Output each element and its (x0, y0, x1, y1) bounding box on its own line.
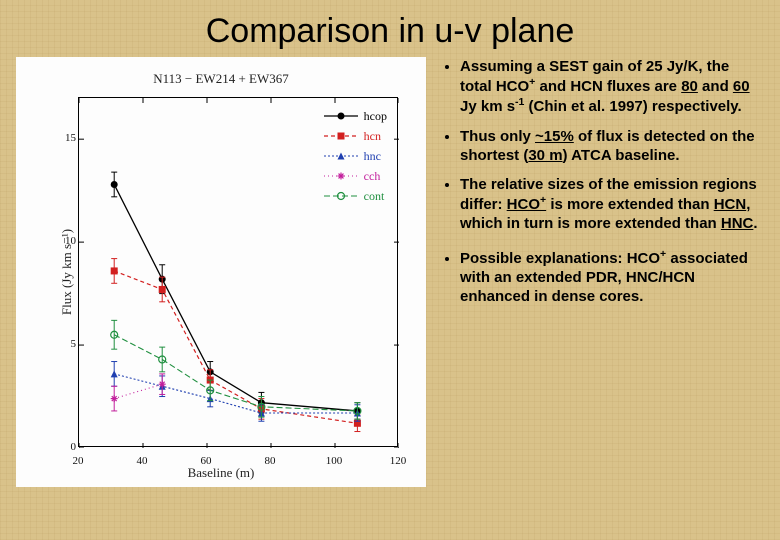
legend-row-hcn: hcn (324, 126, 387, 146)
slide: Comparison in u-v plane N113 − EW214 + E… (0, 0, 780, 540)
bullets-panel: Assuming a SEST gain of 25 Jy/K, the tot… (438, 57, 764, 487)
bullet-list: Assuming a SEST gain of 25 Jy/K, the tot… (438, 57, 764, 306)
slide-title: Comparison in u-v plane (0, 0, 780, 57)
legend-row-cont: cont (324, 186, 387, 206)
legend-label-hcop: hcop (364, 109, 387, 124)
legend-row-cch: cch (324, 166, 387, 186)
legend-marker-hcop (324, 110, 358, 122)
xtick-label: 120 (390, 455, 407, 467)
legend-marker-cont (324, 190, 358, 202)
xtick-label: 80 (265, 455, 276, 467)
xtick-label: 20 (73, 455, 84, 467)
legend-label-hnc: hnc (364, 149, 381, 164)
xtick-label: 60 (201, 455, 212, 467)
chart-legend: hcop hcn hnc cch cont (324, 106, 387, 206)
ytick-label: 15 (58, 132, 76, 144)
chart-panel: N113 − EW214 + EW367 Flux (Jy km s⁻¹) Ba… (16, 57, 426, 487)
bullet-item: Assuming a SEST gain of 25 Jy/K, the tot… (460, 57, 764, 117)
content-row: N113 − EW214 + EW367 Flux (Jy km s⁻¹) Ba… (0, 57, 780, 487)
legend-marker-cch (324, 170, 358, 182)
ytick-label: 0 (58, 441, 76, 453)
legend-row-hcop: hcop (324, 106, 387, 126)
legend-marker-hnc (324, 150, 358, 162)
ytick-label: 5 (58, 338, 76, 350)
legend-label-cch: cch (364, 169, 381, 184)
chart-xlabel: Baseline (m) (16, 465, 426, 481)
legend-label-cont: cont (364, 189, 385, 204)
bullet-item: Thus only ~15% of flux is detected on th… (460, 127, 764, 165)
ytick-label: 10 (58, 235, 76, 247)
legend-marker-hcn (324, 130, 358, 142)
legend-row-hnc: hnc (324, 146, 387, 166)
plot-area: hcop hcn hnc cch cont (78, 97, 398, 447)
chart-title: N113 − EW214 + EW367 (16, 71, 426, 87)
xtick-label: 40 (137, 455, 148, 467)
bullet-item: The relative sizes of the emission regio… (460, 175, 764, 234)
xtick-label: 100 (326, 455, 343, 467)
bullet-item: Possible explanations: HCO+ associated w… (460, 248, 764, 307)
legend-label-hcn: hcn (364, 129, 381, 144)
